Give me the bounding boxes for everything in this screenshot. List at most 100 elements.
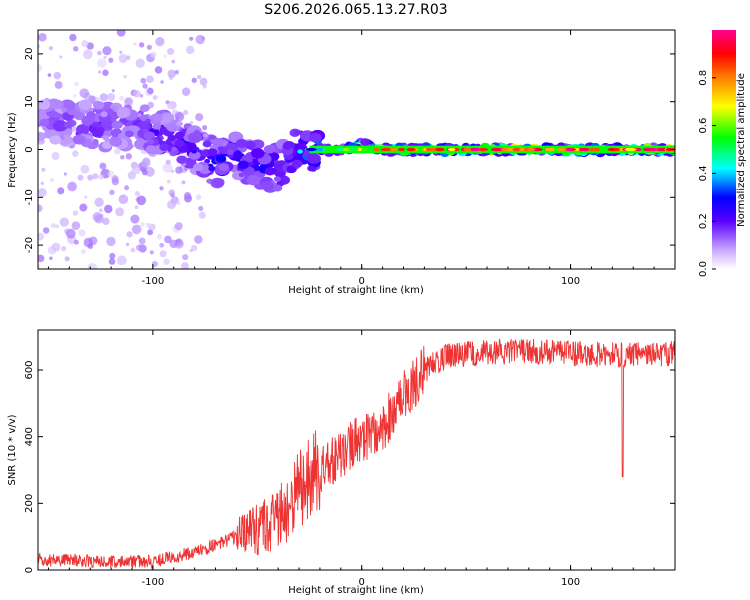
spectrogram-noise-blob [189,121,194,125]
spectrogram-ridge-cell [102,135,110,141]
spectrogram-ridge-cell [38,99,51,110]
spectrogram-noise-blob [61,245,67,252]
spectrogram-ridge-cell [188,132,203,143]
spectrogram-noise-blob [202,84,207,89]
spectrogram-noise-blob [155,37,165,47]
spectrogram-ridge-cell [111,105,119,112]
spectrogram-ridge-cell [61,107,68,112]
spectrogram-ridge-cell [92,139,99,145]
spectrogram-noise-blob [99,93,108,102]
spectrogram-noise-blob [171,59,175,64]
spectrogram-peak-cell [361,147,368,152]
spectrogram-noise-blob [113,147,121,155]
spectrogram-noise-blob [166,102,173,110]
spectrogram-noise-blob [115,207,125,217]
spectrogram-peak-cell [592,147,601,152]
spectrogram-xtick-label: 100 [561,276,580,287]
spectrogram-noise-blob [98,174,104,180]
spectrogram-noise-blob [63,172,67,176]
spectrogram-noise-blob [107,170,115,178]
spectrogram-ridge-cell [309,132,322,143]
spectrogram-peak-cell [463,147,471,152]
spectrogram-noise-blob [65,228,76,239]
spectrogram-noise-blob [124,185,130,191]
spectrogram-noise-blob [191,77,197,83]
spectrogram-ytick-label: -10 [24,189,35,205]
spectrogram-noise-blob [51,242,61,252]
spectrogram-noise-blob [141,169,148,176]
spectrogram-noise-blob [135,58,145,68]
spectrogram-noise-blob [194,235,203,244]
spectrogram-peak-cell [388,147,399,152]
colorbar: 0.0 0.2 0.4 0.6 0.8 Normalized spectral ampl… [698,30,747,277]
spectrogram-noise-blob [109,189,115,196]
spectrogram-noise-blob [80,249,86,255]
snr-ticks: -100 0 100 0 200 400 600 [24,330,676,588]
snr-panel: -100 0 100 0 200 400 600 Height of straight li… [7,329,676,596]
spectrogram-peak-cell [471,147,482,152]
spectrogram-ytick-label: 20 [24,48,35,61]
spectrogram-noise-blob [48,45,54,51]
spectrogram-noise-blob [83,237,94,248]
spectrogram-peak-cell [624,147,635,152]
spectrogram-noise-blob [50,223,56,229]
spectrogram-ridge-cell [193,163,204,172]
spectrogram-noise-blob [108,258,116,265]
spectrogram-noise-blob [102,217,110,226]
spectrogram-noise-blob [160,80,164,84]
spectrogram-peak-cell [665,147,673,152]
spectrogram-noise-blob [182,253,189,261]
spectrogram-noise-blob [38,254,45,263]
spectrogram-noise-blob [164,235,172,244]
spectrogram-noise-blob [87,174,94,181]
spectrogram-noise-blob [146,75,154,84]
spectrogram-noise-blob [176,239,183,246]
spectrogram-ridge-cell [167,134,176,142]
spectrogram-noise-blob [140,77,147,84]
spectrogram-ytick-label: -20 [24,237,35,253]
spectrogram-noise-blob [109,252,116,259]
spectrogram-ridge-cell [53,120,68,132]
spectrogram-peak-cell [650,147,658,152]
spectrogram-noise-blob [130,214,140,224]
spectrogram-noise-blob [92,173,99,180]
spectrogram-noise-blob [159,186,164,191]
spectrogram-noise-blob [38,64,43,72]
spectrogram-noise-blob [79,88,90,99]
colorbar-tick-label: 0.2 [698,213,709,229]
spectrogram-noise-blob [181,180,186,185]
spectrogram-ytick-label: 0 [24,146,35,152]
spectrogram-noise-blob [116,30,126,37]
spectrogram-ridge-cell [291,159,303,168]
spectrogram-ridge-cell [208,165,216,172]
spectrogram-ridge-cell [186,142,197,151]
spectrogram-noise-blob [40,181,45,185]
spectrogram-noise-blob [156,233,163,240]
spectrogram-ridge-cell [237,160,249,170]
spectrogram-ridge-cell [147,139,155,145]
snr-ytick-label: 0 [24,567,35,573]
spectrogram-noise-blob [166,179,171,184]
colorbar-tick-label: 0.8 [698,70,709,86]
spectrogram-ridge-cell [72,134,86,145]
snr-xtick-label: -100 [142,577,165,588]
spectrogram-noise-blob [73,46,79,52]
spectrogram-peak-cell [556,147,568,152]
spectrogram-ridge-cell [153,113,163,122]
spectrogram-noise-blob [41,167,46,172]
spectrogram-ridge-cell [309,166,317,172]
spectrogram-ridge-cell [297,149,303,154]
spectrogram-peak-cell [579,147,590,152]
spectrogram-noise-blob [183,191,192,200]
spectrogram-ridge-cell [307,153,321,164]
spectrogram-noise-blob [118,95,125,101]
spectrogram-ridge-cell [159,143,170,151]
snr-series-line [38,338,675,570]
spectrogram-ridge-cell [78,99,92,111]
spectrogram-noise-blob [99,162,107,170]
spectrogram-ridge-cell [111,120,123,130]
spectrogram-ridge-cell [81,115,96,127]
spectrogram-noise-blob [140,221,145,227]
spectrogram-peak-cell [565,147,574,152]
